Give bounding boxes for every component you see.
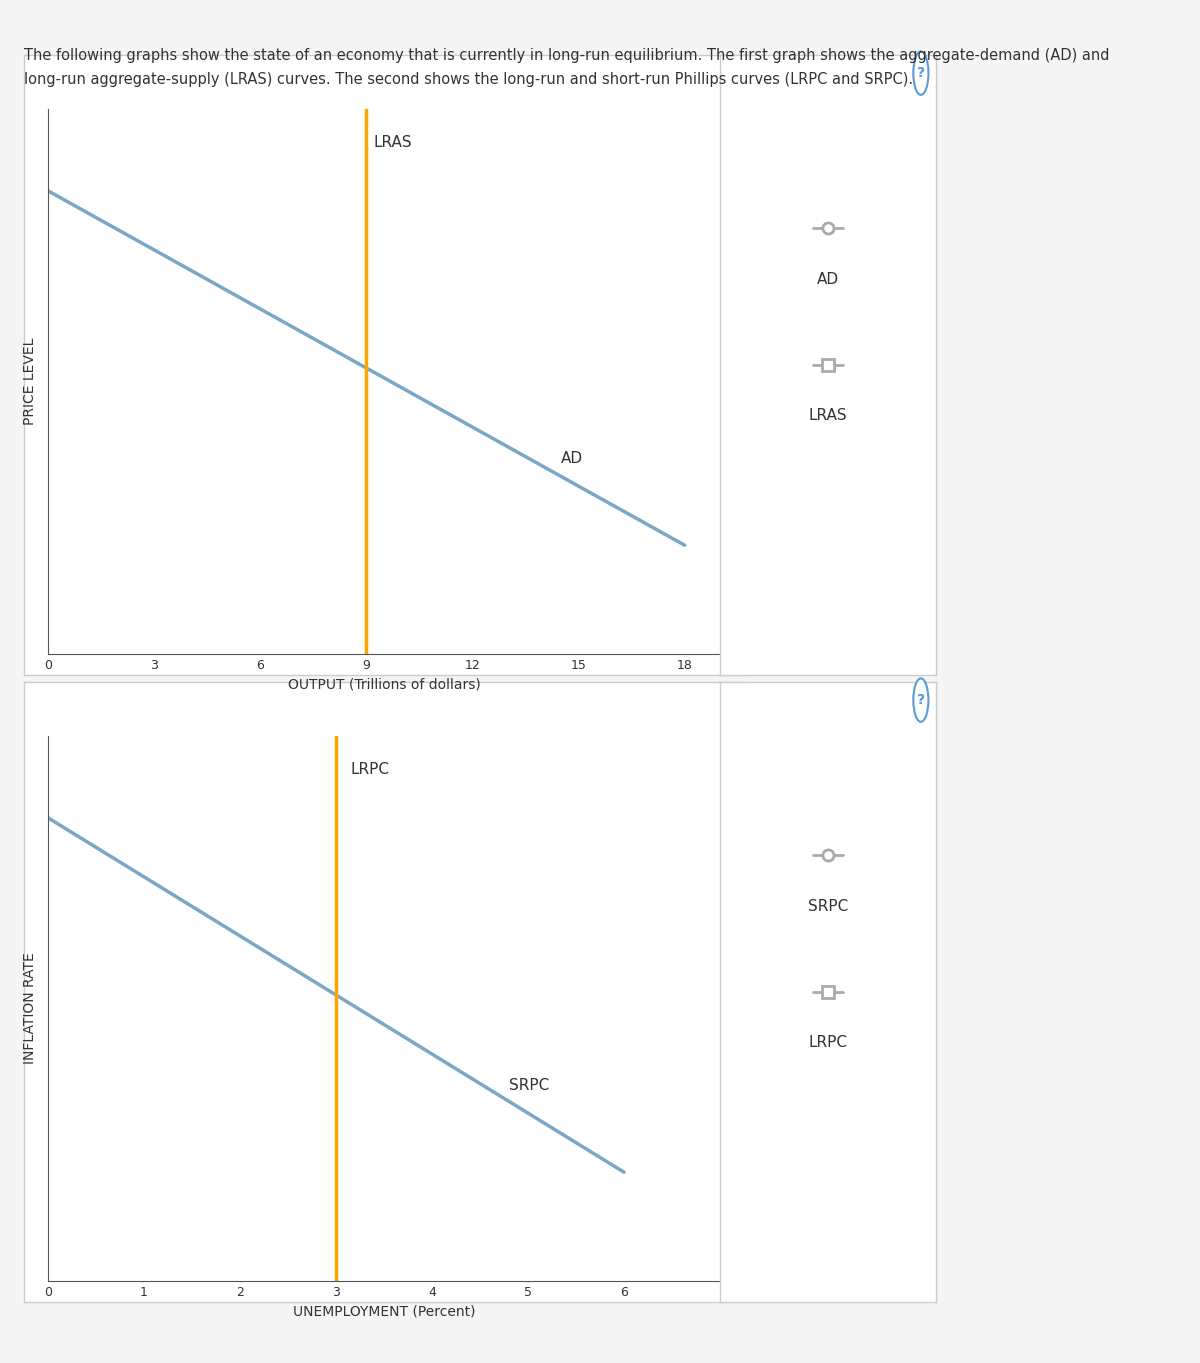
Text: LRPC: LRPC xyxy=(809,1035,847,1050)
Text: LRAS: LRAS xyxy=(373,135,412,150)
Text: The following graphs show the state of an economy that is currently in long-run : The following graphs show the state of a… xyxy=(24,48,1110,87)
Text: SRPC: SRPC xyxy=(808,898,848,913)
X-axis label: OUTPUT (Trillions of dollars): OUTPUT (Trillions of dollars) xyxy=(288,677,480,691)
Circle shape xyxy=(913,52,929,95)
Text: LRAS: LRAS xyxy=(809,408,847,423)
Circle shape xyxy=(913,679,929,722)
Y-axis label: PRICE LEVEL: PRICE LEVEL xyxy=(23,338,37,425)
X-axis label: UNEMPLOYMENT (Percent): UNEMPLOYMENT (Percent) xyxy=(293,1304,475,1318)
Text: SRPC: SRPC xyxy=(509,1078,550,1093)
Text: AD: AD xyxy=(817,271,839,286)
Y-axis label: INFLATION RATE: INFLATION RATE xyxy=(23,953,37,1065)
Text: ?: ? xyxy=(917,694,925,707)
Text: AD: AD xyxy=(560,451,583,466)
Text: ?: ? xyxy=(917,67,925,80)
Text: LRPC: LRPC xyxy=(350,762,390,777)
